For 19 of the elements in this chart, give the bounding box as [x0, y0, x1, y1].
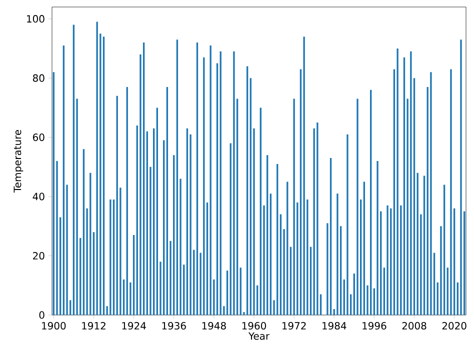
- x-tick-label: 1948: [202, 322, 226, 330]
- x-tick-label: 2020: [442, 322, 466, 330]
- x-tick-label: 1924: [122, 322, 146, 330]
- y-tick-label: 100: [27, 15, 44, 23]
- y-tick-label: 80: [32, 74, 44, 82]
- y-tick-label: 60: [33, 134, 44, 142]
- x-tick-label: 1936: [162, 322, 186, 330]
- y-tick-label: 0: [39, 311, 44, 319]
- x-tick-label: 1972: [282, 322, 306, 330]
- y-tick-label: 20: [33, 252, 44, 260]
- x-tick-label: 1996: [362, 322, 386, 330]
- x-tick-label: 1912: [82, 322, 106, 330]
- y-tick-label: 40: [32, 192, 44, 200]
- y-axis-title: Temperature: [14, 130, 24, 193]
- x-tick-label: 1984: [322, 322, 346, 330]
- x-tick-label: 1900: [42, 322, 66, 330]
- x-tick-label: 1960: [242, 322, 266, 330]
- x-tick-label: 2008: [402, 322, 426, 330]
- x-axis-title: Year: [248, 332, 270, 340]
